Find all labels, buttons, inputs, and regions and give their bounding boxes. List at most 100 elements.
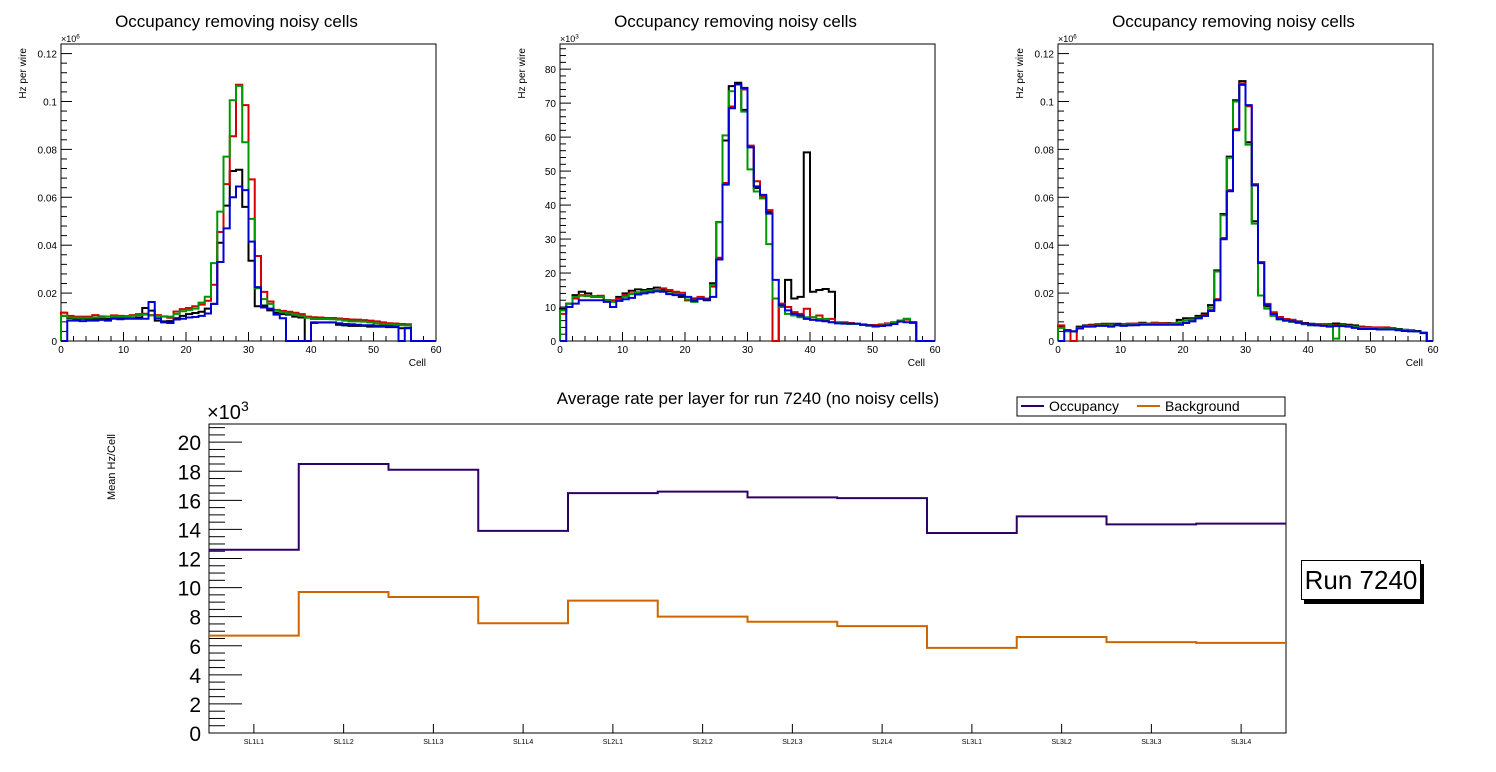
- x-tick-label: SL3L4: [1231, 739, 1251, 746]
- x-tick-label: SL1L1: [244, 739, 264, 746]
- x-tick-label: 10: [617, 345, 629, 356]
- legend-label: Occupancy: [1049, 398, 1119, 414]
- y-axis-label: Mean Hz/Cell: [106, 434, 118, 500]
- y-multiplier-label: ×103: [207, 398, 249, 424]
- legend-item-occupancy: Occupancy: [1021, 398, 1119, 414]
- y-tick-label: 0.06: [1035, 193, 1055, 204]
- series-blue: [1058, 83, 1433, 342]
- x-tick-label: 30: [742, 345, 754, 356]
- y-tick-label: 2: [189, 694, 201, 717]
- y-tick-label: 0: [51, 337, 57, 348]
- x-tick-label: 40: [305, 345, 317, 356]
- x-tick-label: 40: [1302, 345, 1314, 356]
- x-axis-label: Cell: [1406, 358, 1423, 369]
- x-tick-label: 30: [1240, 345, 1252, 356]
- x-tick-label: SL2L2: [693, 739, 713, 746]
- y-tick-label: 10: [545, 303, 557, 314]
- y-tick-label: 4: [189, 665, 201, 688]
- y-tick-label: 0.02: [38, 289, 58, 300]
- y-tick-label: 70: [545, 99, 557, 110]
- x-tick-label: 40: [804, 345, 816, 356]
- y-tick-label: 30: [545, 235, 557, 246]
- layer-rate-panel: Average rate per layer for run 7240 (no …: [106, 389, 1287, 746]
- x-tick-label: 60: [929, 345, 941, 356]
- y-tick-label: 0.1: [1040, 97, 1054, 108]
- y-tick-label: 60: [545, 133, 557, 144]
- x-tick-label: SL2L1: [603, 739, 623, 746]
- series-blue: [61, 185, 436, 342]
- chart-title: Occupancy removing noisy cells: [115, 12, 358, 31]
- x-tick-label: 60: [430, 345, 442, 356]
- y-multiplier-label: ×106: [1058, 33, 1077, 44]
- x-tick-label: SL2L4: [872, 739, 892, 746]
- y-axis-label: Hz per wire: [18, 48, 29, 99]
- legend-item-background: Background: [1137, 398, 1240, 414]
- x-tick-label: SL2L3: [782, 739, 802, 746]
- legend-label: Background: [1165, 398, 1240, 414]
- y-axis-label: Hz per wire: [1015, 48, 1026, 99]
- x-tick-label: 0: [1055, 345, 1061, 356]
- histogram-panel-3: Occupancy removing noisy cells 0 10 20 30 40 5…: [1015, 12, 1439, 369]
- chart-title: Occupancy removing noisy cells: [614, 12, 857, 31]
- y-tick-label: 16: [178, 490, 201, 513]
- y-tick-label: 0.12: [1035, 50, 1055, 61]
- x-axis-label: Cell: [409, 358, 426, 369]
- y-tick-label: 10: [178, 578, 201, 601]
- y-tick-label: 8: [189, 607, 201, 630]
- x-tick-label: 30: [243, 345, 255, 356]
- run-label: Run 7240: [1304, 565, 1418, 595]
- x-tick-label: 20: [1177, 345, 1189, 356]
- run-label-box: Run 7240: [1301, 560, 1421, 600]
- y-tick-label: 0.02: [1035, 289, 1055, 300]
- plot-frame: [208, 423, 1287, 734]
- series-blue: [560, 83, 935, 342]
- y-multiplier-label: ×103: [560, 33, 579, 44]
- y-tick-label: 0.1: [43, 97, 57, 108]
- y-axis-label: Hz per wire: [517, 48, 528, 99]
- series-background: [209, 590, 1286, 649]
- x-tick-label: SL1L4: [513, 739, 533, 746]
- x-tick-label: 20: [180, 345, 192, 356]
- chart-title: Average rate per layer for run 7240 (no …: [557, 389, 939, 408]
- x-tick-label: SL3L2: [1052, 739, 1072, 746]
- x-tick-label: 50: [867, 345, 879, 356]
- y-tick-label: 50: [545, 167, 557, 178]
- y-tick-label: 0.08: [1035, 145, 1055, 156]
- histogram-panel-2: Occupancy removing noisy cells 0 10 20 30 40 5…: [517, 12, 941, 369]
- x-tick-label: 50: [1365, 345, 1377, 356]
- legend: Occupancy Background: [1016, 396, 1286, 417]
- y-tick-label: 40: [545, 201, 557, 212]
- y-tick-label: 12: [178, 549, 201, 572]
- y-tick-label: 20: [545, 269, 557, 280]
- x-tick-label: SL3L1: [962, 739, 982, 746]
- x-tick-label: 0: [58, 345, 64, 356]
- x-tick-label: 0: [557, 345, 563, 356]
- series-green: [60, 84, 436, 342]
- y-tick-label: 18: [178, 461, 201, 484]
- x-tick-label: SL1L2: [334, 739, 354, 746]
- x-tick-label: 10: [1115, 345, 1127, 356]
- y-tick-label: 0: [1048, 337, 1054, 348]
- y-multiplier-label: ×106: [61, 33, 80, 44]
- y-tick-label: 0.04: [1035, 241, 1055, 252]
- x-tick-label: SL3L3: [1141, 739, 1161, 746]
- series-green: [1057, 83, 1433, 342]
- y-tick-label: 14: [178, 519, 202, 542]
- x-tick-label: SL1L3: [423, 739, 443, 746]
- y-tick-label: 0.06: [38, 193, 58, 204]
- y-tick-label: 0.08: [38, 145, 58, 156]
- y-tick-label: 0: [550, 337, 556, 348]
- x-tick-label: 50: [368, 345, 380, 356]
- y-tick-label: 0.04: [38, 241, 58, 252]
- x-tick-label: 20: [679, 345, 691, 356]
- y-tick-label: 6: [189, 636, 201, 659]
- x-tick-label: 10: [118, 345, 130, 356]
- y-tick-label: 80: [545, 65, 557, 76]
- x-tick-label: 60: [1427, 345, 1439, 356]
- histogram-panel-1: Occupancy removing noisy cells 0 10 20 30 40 5…: [18, 12, 442, 369]
- series-occupancy: [209, 462, 1286, 551]
- y-tick-label: 0.12: [38, 50, 58, 61]
- y-tick-label: 20: [178, 432, 201, 455]
- x-axis-label: Cell: [908, 358, 925, 369]
